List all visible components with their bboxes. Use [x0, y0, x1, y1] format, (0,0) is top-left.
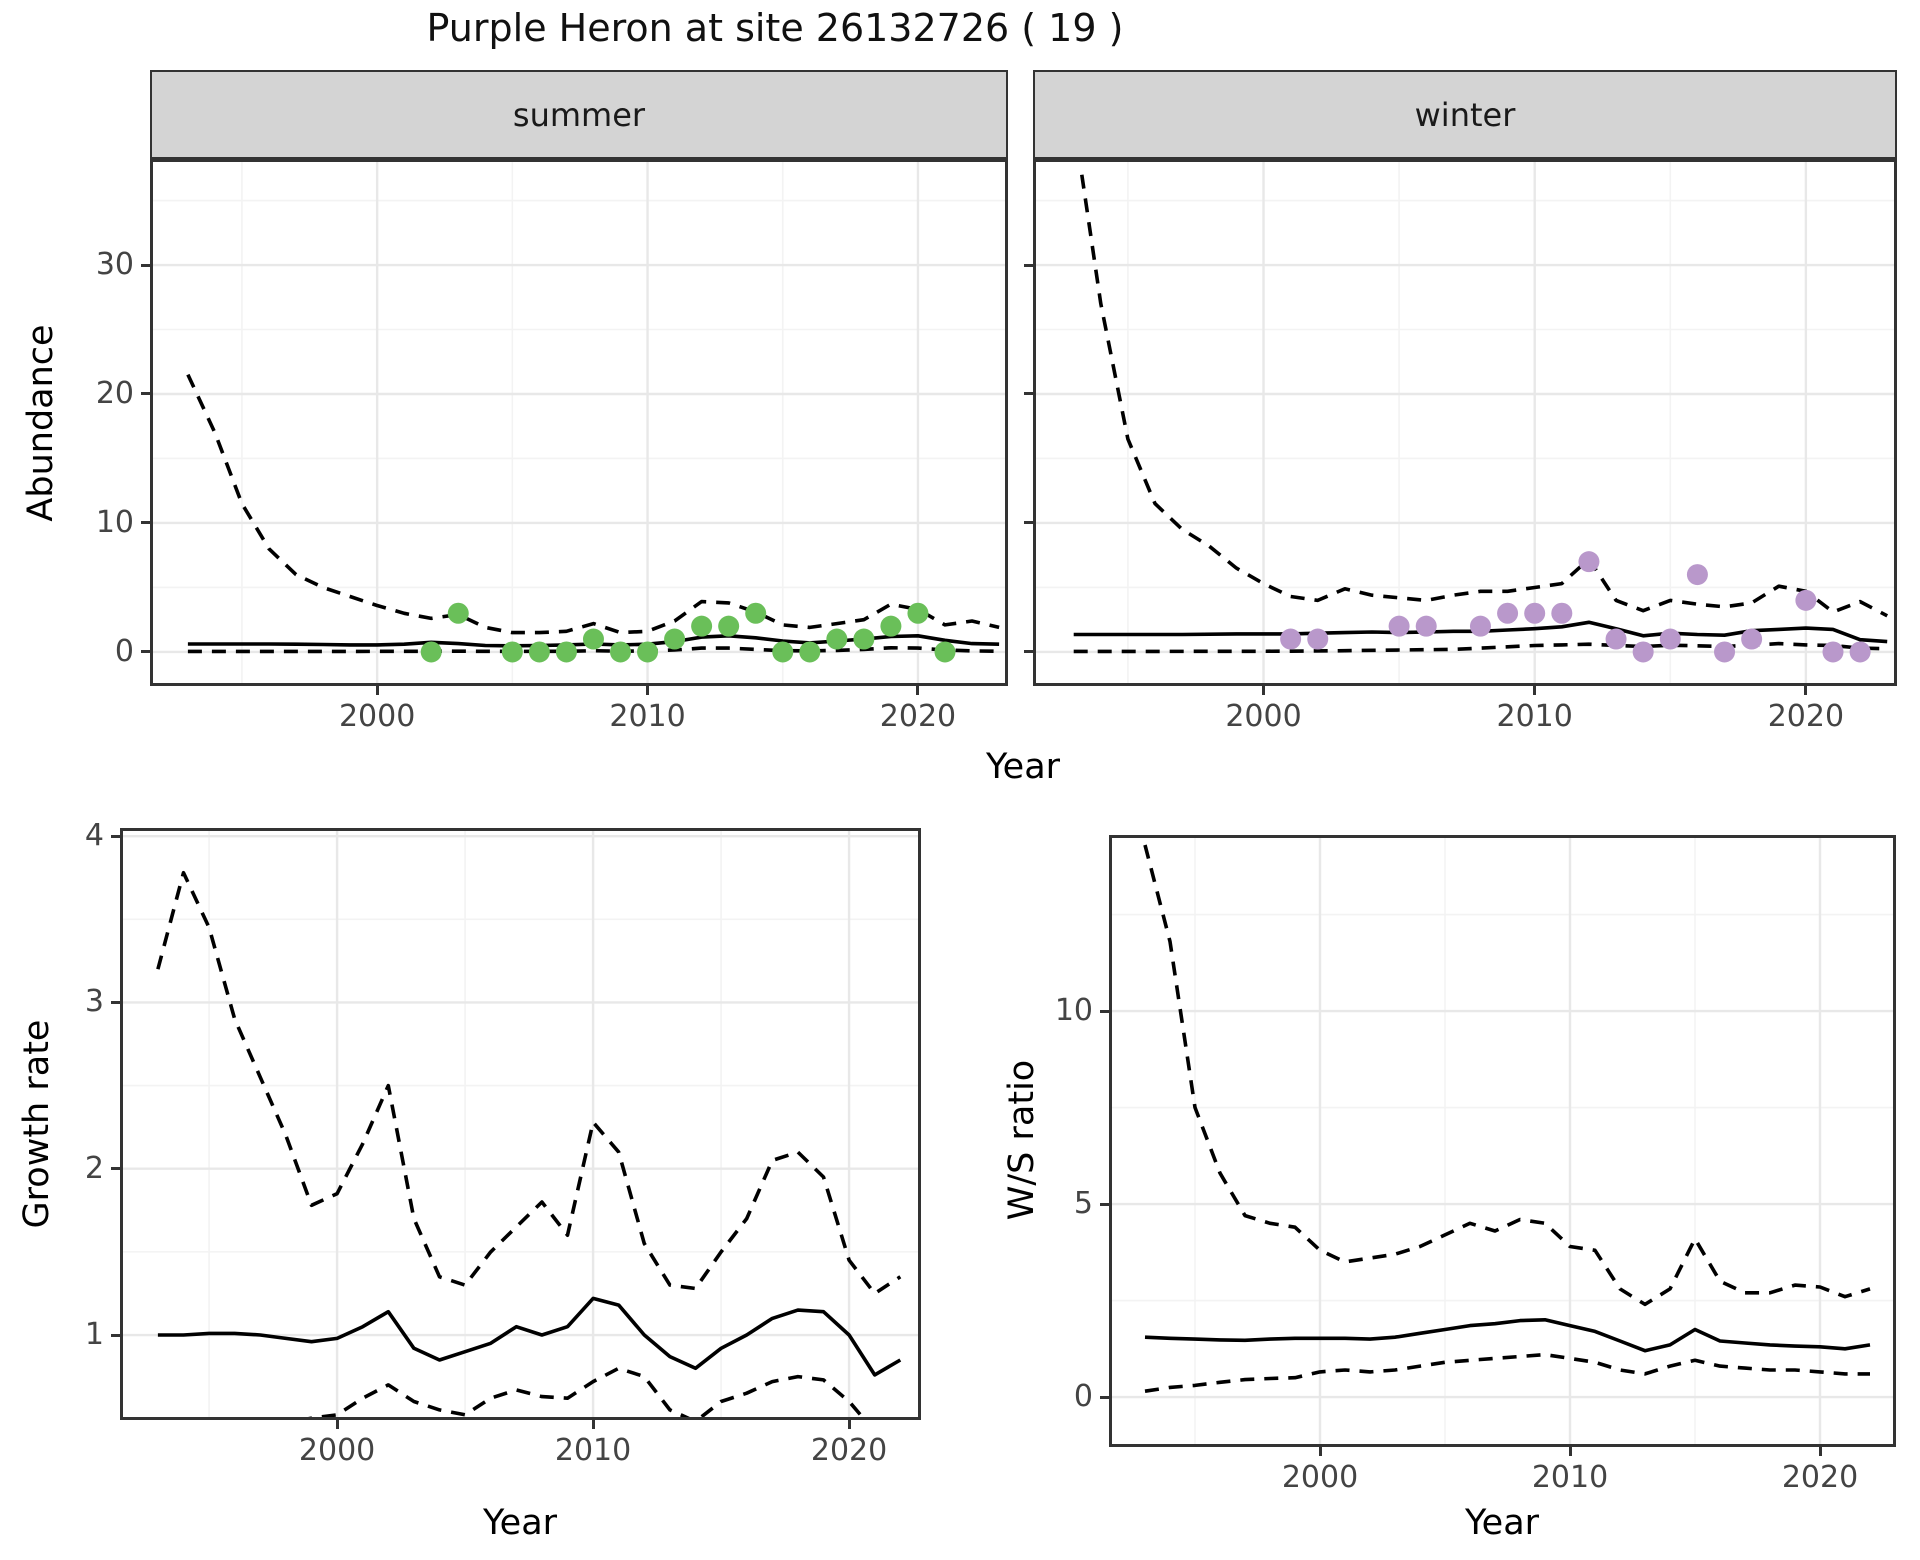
y-tick-label: 3	[84, 984, 104, 1020]
x-tick-label: 2020	[879, 699, 957, 734]
top-year-axis-title: Year	[985, 747, 1061, 787]
x-tick-label: 2020	[1767, 699, 1845, 734]
y-tick-label: 20	[95, 375, 134, 411]
y-tick-mark	[1024, 650, 1033, 654]
x-tick-mark	[1568, 1447, 1572, 1456]
x-tick-label: 2000	[1281, 1460, 1359, 1495]
x-tick-label: 2000	[1225, 699, 1302, 734]
facet-strip-summer: summer	[150, 70, 1008, 159]
x-tick-mark	[591, 1420, 595, 1429]
ws-year-axis-title: Year	[1464, 1503, 1540, 1543]
y-tick-label: 2	[84, 1150, 104, 1186]
x-tick-label: 2010	[1496, 699, 1573, 734]
y-tick-mark	[1100, 1395, 1109, 1399]
y-tick-label: 0	[1073, 1379, 1093, 1414]
y-tick-mark	[1100, 1009, 1109, 1013]
abundance-winter-panel	[1033, 159, 1897, 686]
x-tick-label: 2020	[810, 1433, 888, 1468]
y-tick-mark	[111, 1333, 120, 1337]
figure-title: Purple Heron at site 26132726 ( 19 )	[426, 6, 1124, 50]
y-tick-mark	[141, 521, 150, 525]
x-tick-label: 2000	[298, 1433, 376, 1468]
y-tick-mark	[1100, 1202, 1109, 1206]
y-tick-mark	[111, 1167, 120, 1171]
y-tick-label: 10	[1054, 993, 1093, 1028]
x-tick-label: 2010	[609, 699, 686, 734]
x-tick-label: 2010	[554, 1433, 632, 1468]
growth-year-axis-title: Year	[482, 1503, 558, 1543]
facet-strip-winter-label: winter	[1414, 95, 1516, 134]
y-tick-mark	[141, 650, 150, 654]
y-tick-mark	[1024, 263, 1033, 267]
x-tick-mark	[1262, 686, 1265, 695]
x-tick-mark	[916, 686, 920, 695]
y-tick-mark	[111, 1000, 120, 1004]
x-tick-mark	[1818, 1447, 1822, 1456]
x-tick-label: 2010	[1531, 1460, 1609, 1495]
x-tick-mark	[335, 1420, 339, 1429]
x-tick-mark	[646, 686, 650, 695]
x-tick-mark	[1533, 686, 1537, 695]
x-tick-label: 2000	[338, 699, 416, 734]
y-tick-label: 30	[95, 247, 134, 283]
y-tick-mark	[141, 263, 150, 267]
y-tick-label: 1	[84, 1317, 104, 1353]
y-tick-label: 4	[84, 818, 104, 854]
x-tick-mark	[375, 686, 379, 695]
y-tick-label: 10	[95, 504, 134, 540]
facet-strip-winter: winter	[1033, 70, 1897, 159]
y-tick-mark	[1024, 521, 1033, 525]
y-tick-label: 0	[114, 633, 134, 669]
y-tick-mark	[111, 834, 120, 838]
abundance-axis-title: Abundance	[21, 324, 61, 522]
y-tick-label: 5	[1073, 1186, 1093, 1221]
facet-strip-summer-label: summer	[512, 95, 646, 134]
x-tick-mark	[1318, 1447, 1322, 1456]
y-tick-mark	[1024, 392, 1033, 396]
ws-ratio-panel	[1109, 835, 1896, 1447]
abundance-summer-panel	[150, 159, 1008, 686]
growth-rate-axis-title: Growth rate	[17, 1019, 57, 1229]
growth-rate-panel	[120, 828, 921, 1420]
x-tick-label: 2020	[1781, 1460, 1859, 1495]
y-tick-mark	[141, 392, 150, 396]
x-tick-mark	[1804, 686, 1808, 695]
x-tick-mark	[847, 1420, 851, 1429]
